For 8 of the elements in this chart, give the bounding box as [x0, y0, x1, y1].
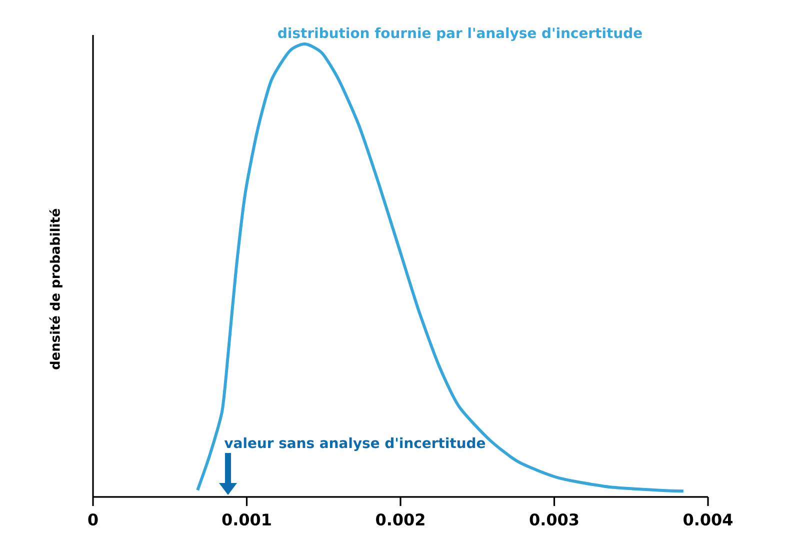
x-tick-label: 0.003 [530, 514, 578, 526]
x-tick-label: 0.002 [376, 514, 424, 526]
x-tick-label: 0 [88, 514, 98, 526]
x-tick-label: 0.001 [222, 514, 271, 526]
x-tick-label: 0.004 [684, 514, 732, 526]
series-label: distribution fournie par l'analyse d'incertitude [278, 27, 642, 42]
y-axis-title: densité de probabilité [49, 208, 62, 370]
annotation: valeur sans analyse d'incertitude [224, 437, 486, 451]
